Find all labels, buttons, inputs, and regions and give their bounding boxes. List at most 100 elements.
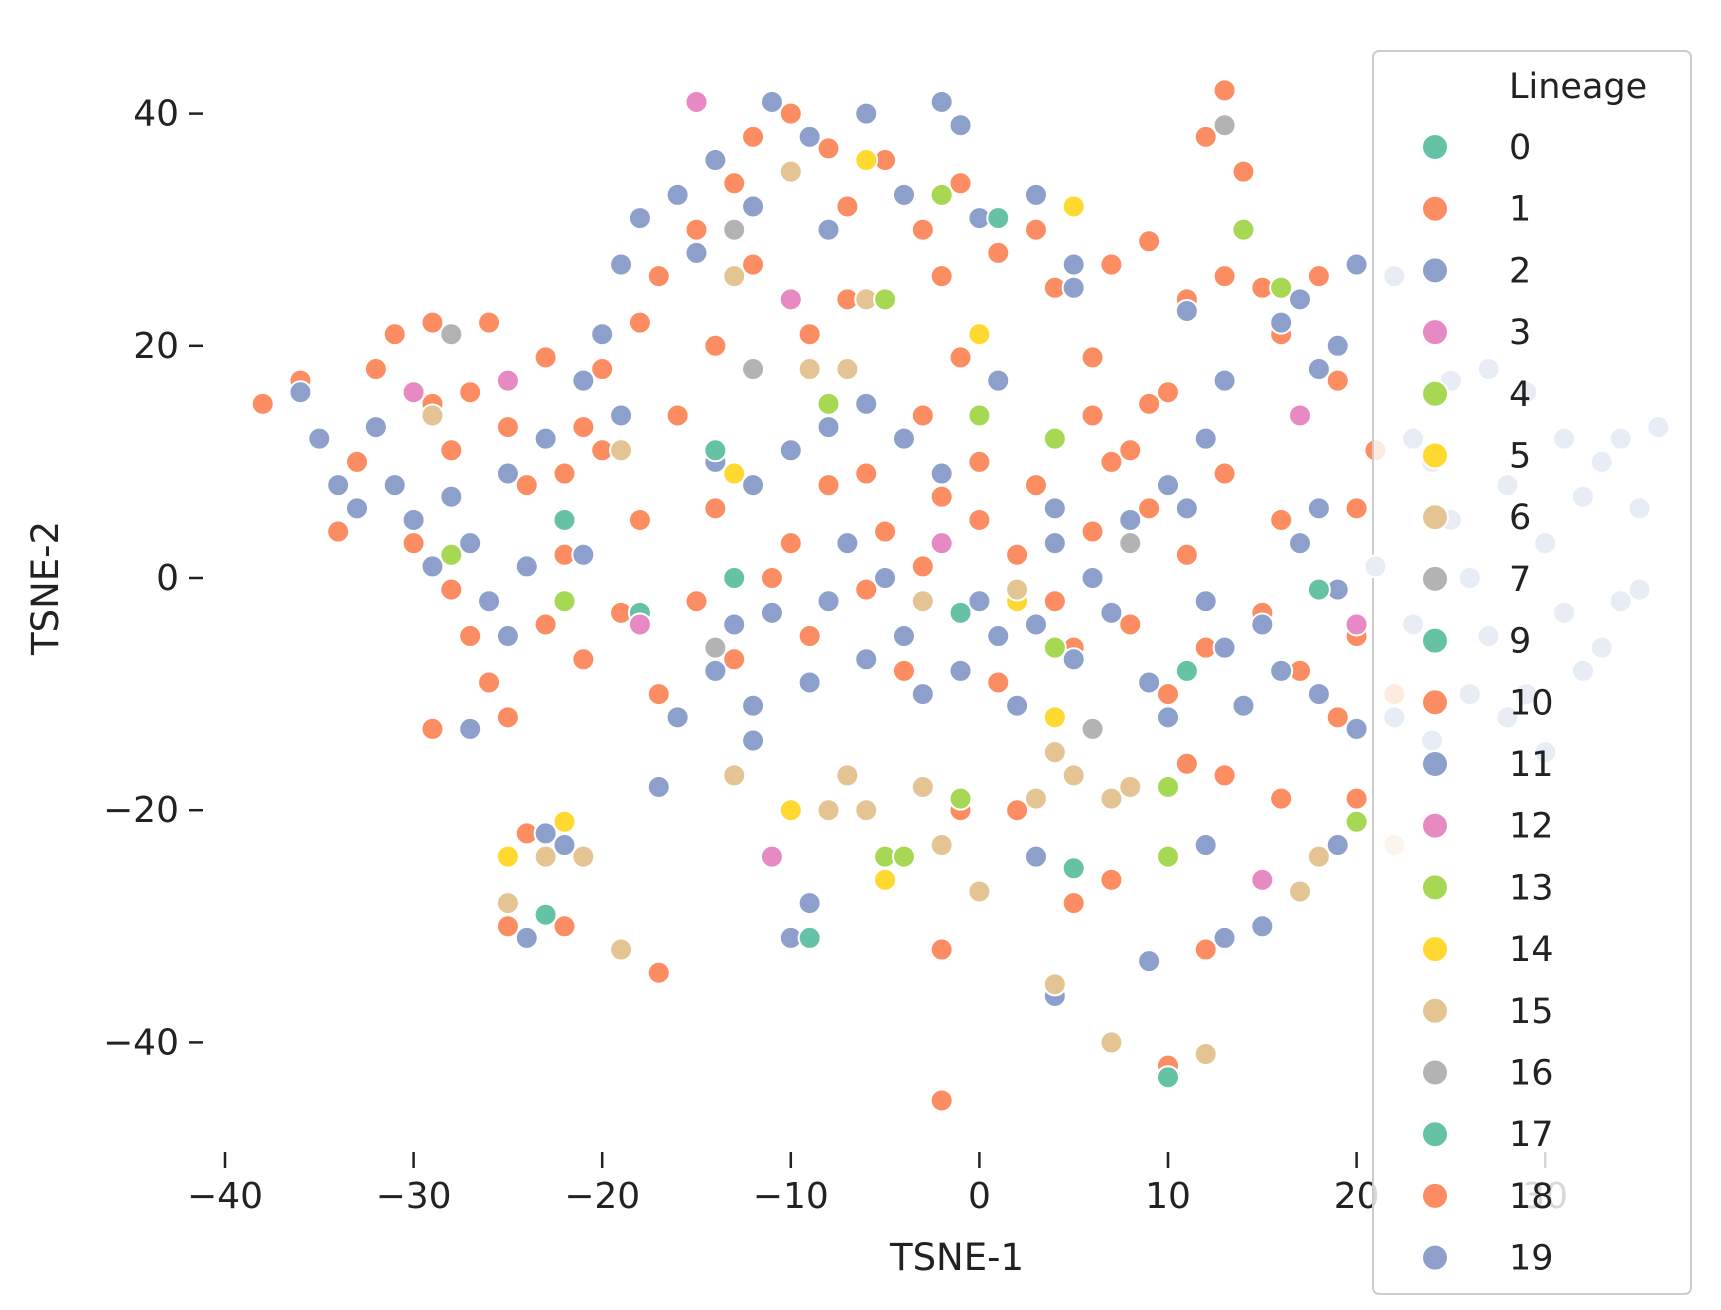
legend-marker xyxy=(1421,688,1449,717)
scatter-point xyxy=(552,833,577,858)
legend-label: 3 xyxy=(1509,313,1531,353)
scatter-point xyxy=(891,658,916,683)
scatter-point xyxy=(1023,217,1048,242)
scatter-point xyxy=(627,310,652,335)
scatter-point xyxy=(1627,496,1652,521)
scatter-point xyxy=(646,774,671,799)
scatter-point xyxy=(797,357,822,382)
scatter-point xyxy=(1344,786,1369,811)
scatter-point xyxy=(571,542,596,567)
legend-label: 15 xyxy=(1509,992,1554,1032)
scatter-point xyxy=(326,473,351,498)
scatter-point xyxy=(552,507,577,532)
scatter-point xyxy=(948,658,973,683)
scatter-point xyxy=(1269,658,1294,683)
scatter-point xyxy=(1174,658,1199,683)
scatter-point xyxy=(1061,252,1086,277)
scatter-point xyxy=(1156,380,1180,405)
scatter-point xyxy=(1042,589,1067,614)
scatter-point xyxy=(967,449,992,474)
scatter-point xyxy=(420,403,445,428)
scatter-point xyxy=(1363,554,1388,579)
scatter-point xyxy=(684,240,709,265)
scatter-point xyxy=(1212,763,1237,788)
series-1 xyxy=(250,78,1407,1113)
scatter-point xyxy=(722,264,747,289)
scatter-point xyxy=(1212,368,1237,393)
scatter-point xyxy=(778,159,803,184)
legend-label: 2 xyxy=(1509,251,1531,291)
scatter-point xyxy=(1137,496,1162,521)
scatter-point xyxy=(477,589,502,614)
scatter-point xyxy=(609,937,634,962)
scatter-point xyxy=(1005,798,1030,823)
scatter-point xyxy=(986,670,1011,695)
scatter-point xyxy=(929,484,954,509)
scatter-point xyxy=(533,821,558,846)
scatter-point xyxy=(1344,716,1369,741)
scatter-point xyxy=(288,380,313,405)
scatter-point xyxy=(722,612,747,637)
scatter-point xyxy=(1174,496,1199,521)
scatter-point xyxy=(910,403,935,428)
scatter-point xyxy=(1344,252,1369,277)
legend-label: 12 xyxy=(1509,807,1554,847)
scatter-point xyxy=(1269,786,1294,811)
scatter-point xyxy=(967,879,992,904)
scatter-point xyxy=(382,322,407,347)
scatter-point xyxy=(1476,624,1501,649)
scatter-point xyxy=(854,647,879,672)
y-tick-label: −20 xyxy=(103,790,179,831)
scatter-point xyxy=(609,438,634,463)
scatter-point xyxy=(891,844,916,869)
scatter-point xyxy=(627,612,652,637)
scatter-point xyxy=(1023,844,1048,869)
scatter-point xyxy=(495,624,520,649)
scatter-point xyxy=(1118,612,1143,637)
legend-label: 7 xyxy=(1509,560,1531,600)
scatter-point xyxy=(495,368,520,393)
scatter-point xyxy=(1269,310,1294,335)
scatter-point xyxy=(439,438,464,463)
scatter-point xyxy=(1288,287,1313,312)
scatter-point xyxy=(854,391,879,416)
legend-label: 17 xyxy=(1509,1115,1554,1155)
scatter-point xyxy=(439,542,464,567)
legend-marker xyxy=(1421,441,1449,470)
scatter-point xyxy=(1533,531,1558,556)
scatter-point xyxy=(1174,298,1199,323)
scatter-point xyxy=(1156,473,1180,498)
legend-entry: 11 xyxy=(1421,745,1554,785)
scatter-point xyxy=(363,357,388,382)
scatter-point xyxy=(1193,1042,1218,1067)
legend-label: 5 xyxy=(1509,437,1531,477)
scatter-point xyxy=(1061,275,1086,300)
legend-entry: 0 xyxy=(1421,128,1531,168)
scatter-point xyxy=(1570,484,1595,509)
legend-entry: 15 xyxy=(1421,992,1554,1032)
scatter-point xyxy=(1005,577,1030,602)
scatter-point xyxy=(590,357,615,382)
scatter-point xyxy=(910,774,935,799)
scatter-point xyxy=(1174,542,1199,567)
scatter-point xyxy=(797,124,822,149)
scatter-point xyxy=(627,507,652,532)
legend-entry: 16 xyxy=(1421,1054,1554,1094)
scatter-point xyxy=(533,612,558,637)
scatter-point xyxy=(929,531,954,556)
x-tick-label: −40 xyxy=(187,1176,263,1217)
scatter-point xyxy=(1212,264,1237,289)
scatter-point xyxy=(1552,426,1577,451)
scatter-point xyxy=(816,136,841,161)
legend-entry: 18 xyxy=(1421,1177,1554,1217)
legend-entry: 19 xyxy=(1421,1239,1554,1279)
legend-marker xyxy=(1421,194,1449,223)
scatter-point xyxy=(1099,600,1124,625)
scatter-point xyxy=(703,496,728,521)
scatter-point xyxy=(759,89,784,114)
scatter-point xyxy=(307,426,332,451)
scatter-point xyxy=(1476,357,1501,382)
scatter-point xyxy=(1250,612,1275,637)
scatter-point xyxy=(929,833,954,858)
scatter-point xyxy=(816,589,841,614)
